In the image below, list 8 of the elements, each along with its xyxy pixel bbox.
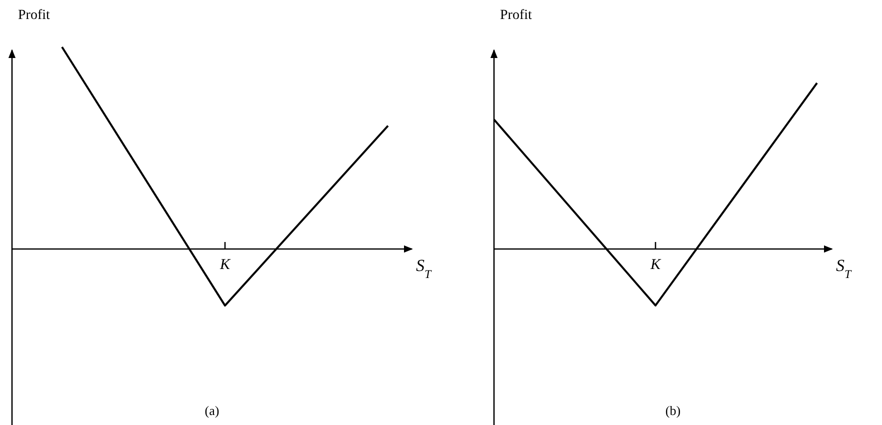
text: (b) bbox=[665, 403, 681, 418]
x-axis-title: S$_{T}$ bbox=[416, 256, 432, 281]
y-axis-title: Profit bbox=[500, 8, 532, 23]
text: (a) bbox=[204, 403, 220, 418]
y-axis-title: Profit bbox=[18, 8, 50, 23]
annotation: K bbox=[649, 257, 662, 273]
annotation: K bbox=[218, 257, 231, 273]
x-axis-title: S$_{T}$ bbox=[836, 256, 852, 281]
